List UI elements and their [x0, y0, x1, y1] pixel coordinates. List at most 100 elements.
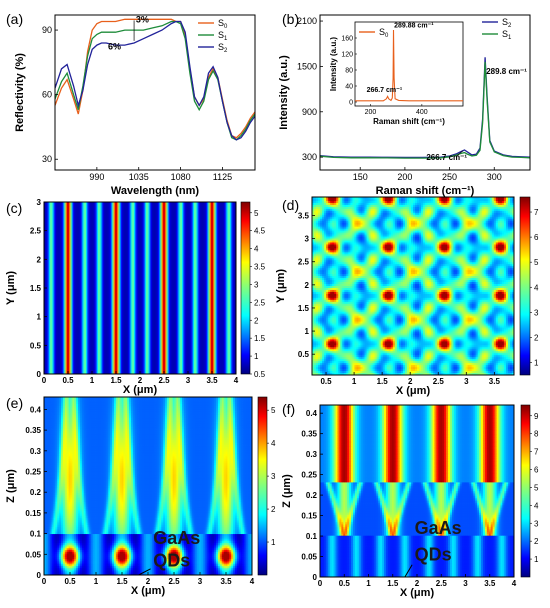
x-tick-label: 2 [146, 577, 151, 586]
annotation-arrow [138, 568, 151, 576]
colorbar-tick-label: 2 [534, 333, 539, 342]
y-axis-label: Y (μm) [5, 271, 17, 305]
panel-label: (f) [282, 401, 295, 417]
inset-x-axis-label: Raman shift (cm⁻¹) [373, 117, 445, 126]
colorbar-tick-label: 4 [534, 283, 539, 292]
annotation-arrow [404, 564, 413, 578]
y-tick-label: 30 [42, 154, 52, 164]
x-tick-label: 3.5 [489, 377, 501, 386]
x-tick-label: 3.5 [220, 577, 232, 586]
annotation: GaAs [415, 518, 462, 538]
panel-d: 0.5 1 1.5 2 2.5 3 3.5 0.5 1 1.5 2 2.5 3 3.5 X (μm) Y (μ… [275, 196, 539, 397]
y-tick-label: 300 [302, 152, 317, 162]
legend-entry: S1 [218, 30, 228, 42]
y-axis-label: Intensity (a.u.) [278, 55, 290, 130]
y-tick-label: 1 [305, 327, 310, 336]
y-tick-label: 1 [37, 313, 42, 322]
y-tick-label: 0.35 [25, 426, 41, 435]
x-tick-label: 200 [397, 172, 412, 182]
y-tick-label: 0.15 [25, 509, 41, 518]
colorbar-tick-label: 3 [271, 472, 276, 481]
inset-y-axis-label: Intensity (a.u.) [329, 37, 338, 92]
y-tick-label: 0.5 [298, 350, 310, 359]
heatmap-cells [320, 405, 515, 578]
y-axis-label: Reflectivity (%) [14, 53, 26, 132]
series-line [55, 20, 255, 141]
colorbar-tick-label: 1 [254, 352, 259, 361]
series-line [320, 61, 530, 159]
y-tick-label: 0 [37, 370, 42, 379]
colorbar [519, 196, 531, 376]
x-tick-label: 3.5 [484, 579, 496, 588]
inset-y-tick-label: 160 [341, 36, 353, 43]
y-tick-label: 1.5 [298, 304, 310, 313]
y-tick-label: 2 [37, 255, 42, 264]
x-tick-label: 0.5 [62, 376, 74, 385]
x-tick-label: 2.5 [158, 376, 170, 385]
y-tick-label: 0.1 [30, 530, 42, 539]
y-tick-label: 3.5 [298, 211, 310, 220]
y-tick-label: 2.5 [298, 258, 310, 267]
y-tick-label: 60 [42, 90, 52, 100]
x-tick-label: 3 [464, 377, 469, 386]
x-tick-label: 3 [198, 577, 203, 586]
x-tick-label: 0 [42, 577, 47, 586]
colorbar [520, 404, 531, 578]
x-tick-label: 250 [442, 172, 457, 182]
heatmap-cells [44, 397, 253, 576]
annotation: GaAs [153, 528, 200, 548]
colorbar-tick-label: 2 [254, 316, 259, 325]
y-tick-label: 2.5 [30, 227, 42, 236]
y-tick-label: 3 [37, 198, 42, 207]
inset-frame [354, 21, 464, 107]
colorbar-tick-label: 5 [534, 483, 539, 492]
x-tick-label: 0.5 [339, 579, 351, 588]
panel-e: 0 0.5 1 1.5 2 2.5 3 3.5 4 0 0.05 0.1 0.15 0.2 0.25 0.3 0… [5, 395, 276, 597]
x-tick-label: 0 [42, 376, 47, 385]
panel-label: (e) [6, 395, 23, 411]
x-tick-label: 3 [186, 376, 191, 385]
colorbar-tick-label: 2.5 [254, 298, 266, 307]
colorbar-tick-label: 4 [254, 245, 259, 254]
x-tick-label: 2.5 [436, 579, 448, 588]
x-axis-label: Wavelength (nm) [111, 185, 200, 197]
colorbar [257, 396, 268, 576]
legend-entry: S2 [218, 42, 228, 54]
y-tick-label: 0.25 [25, 468, 41, 477]
inset-annotation: 266.7 cm⁻¹ [367, 87, 403, 94]
colorbar-tick-label: 4 [271, 439, 276, 448]
y-axis-label: Y (μm) [275, 269, 287, 303]
y-tick-label: 1500 [297, 61, 317, 71]
y-tick-label: 900 [302, 107, 317, 117]
heatmap-cells [312, 197, 515, 376]
x-tick-label: 2 [415, 579, 420, 588]
colorbar-tick-label: 1 [271, 538, 276, 547]
legend-entry: S1 [502, 29, 512, 41]
x-tick-label: 0.5 [320, 377, 332, 386]
y-tick-label: 0 [313, 573, 318, 582]
inset-series-line [355, 29, 463, 102]
panel-c: 0 0.5 1 1.5 2 2.5 3 3.5 4 0 0.5 1 1.5 2 2.5 3 X (μm) Y (μ… [5, 198, 266, 396]
x-tick-label: 2 [138, 376, 143, 385]
x-tick-label: 0.5 [64, 577, 76, 586]
colorbar-tick-label: 3.5 [254, 263, 266, 272]
y-tick-label: 0.4 [306, 409, 318, 418]
panel-label: (a) [6, 11, 23, 27]
y-tick-label: 0 [37, 571, 42, 580]
y-tick-label: 2 [305, 281, 310, 290]
x-axis-label: Raman shift (cm⁻¹) [376, 185, 475, 197]
y-tick-label: 0.2 [306, 491, 318, 500]
colorbar-tick-label: 5 [534, 258, 539, 267]
colorbar-tick-label: 7 [534, 208, 539, 217]
y-tick-label: 2100 [297, 16, 317, 26]
y-tick-label: 0.3 [30, 447, 42, 456]
x-tick-label: 150 [353, 172, 368, 182]
x-axis-label: X (μm) [123, 384, 158, 396]
inset-x-tick-label: 400 [416, 109, 428, 116]
x-tick-label: 2.5 [168, 577, 180, 586]
plot-frame [319, 14, 531, 171]
legend-entry: S2 [502, 17, 512, 29]
plot-frame [54, 14, 256, 171]
x-tick-label: 1.5 [377, 377, 389, 386]
